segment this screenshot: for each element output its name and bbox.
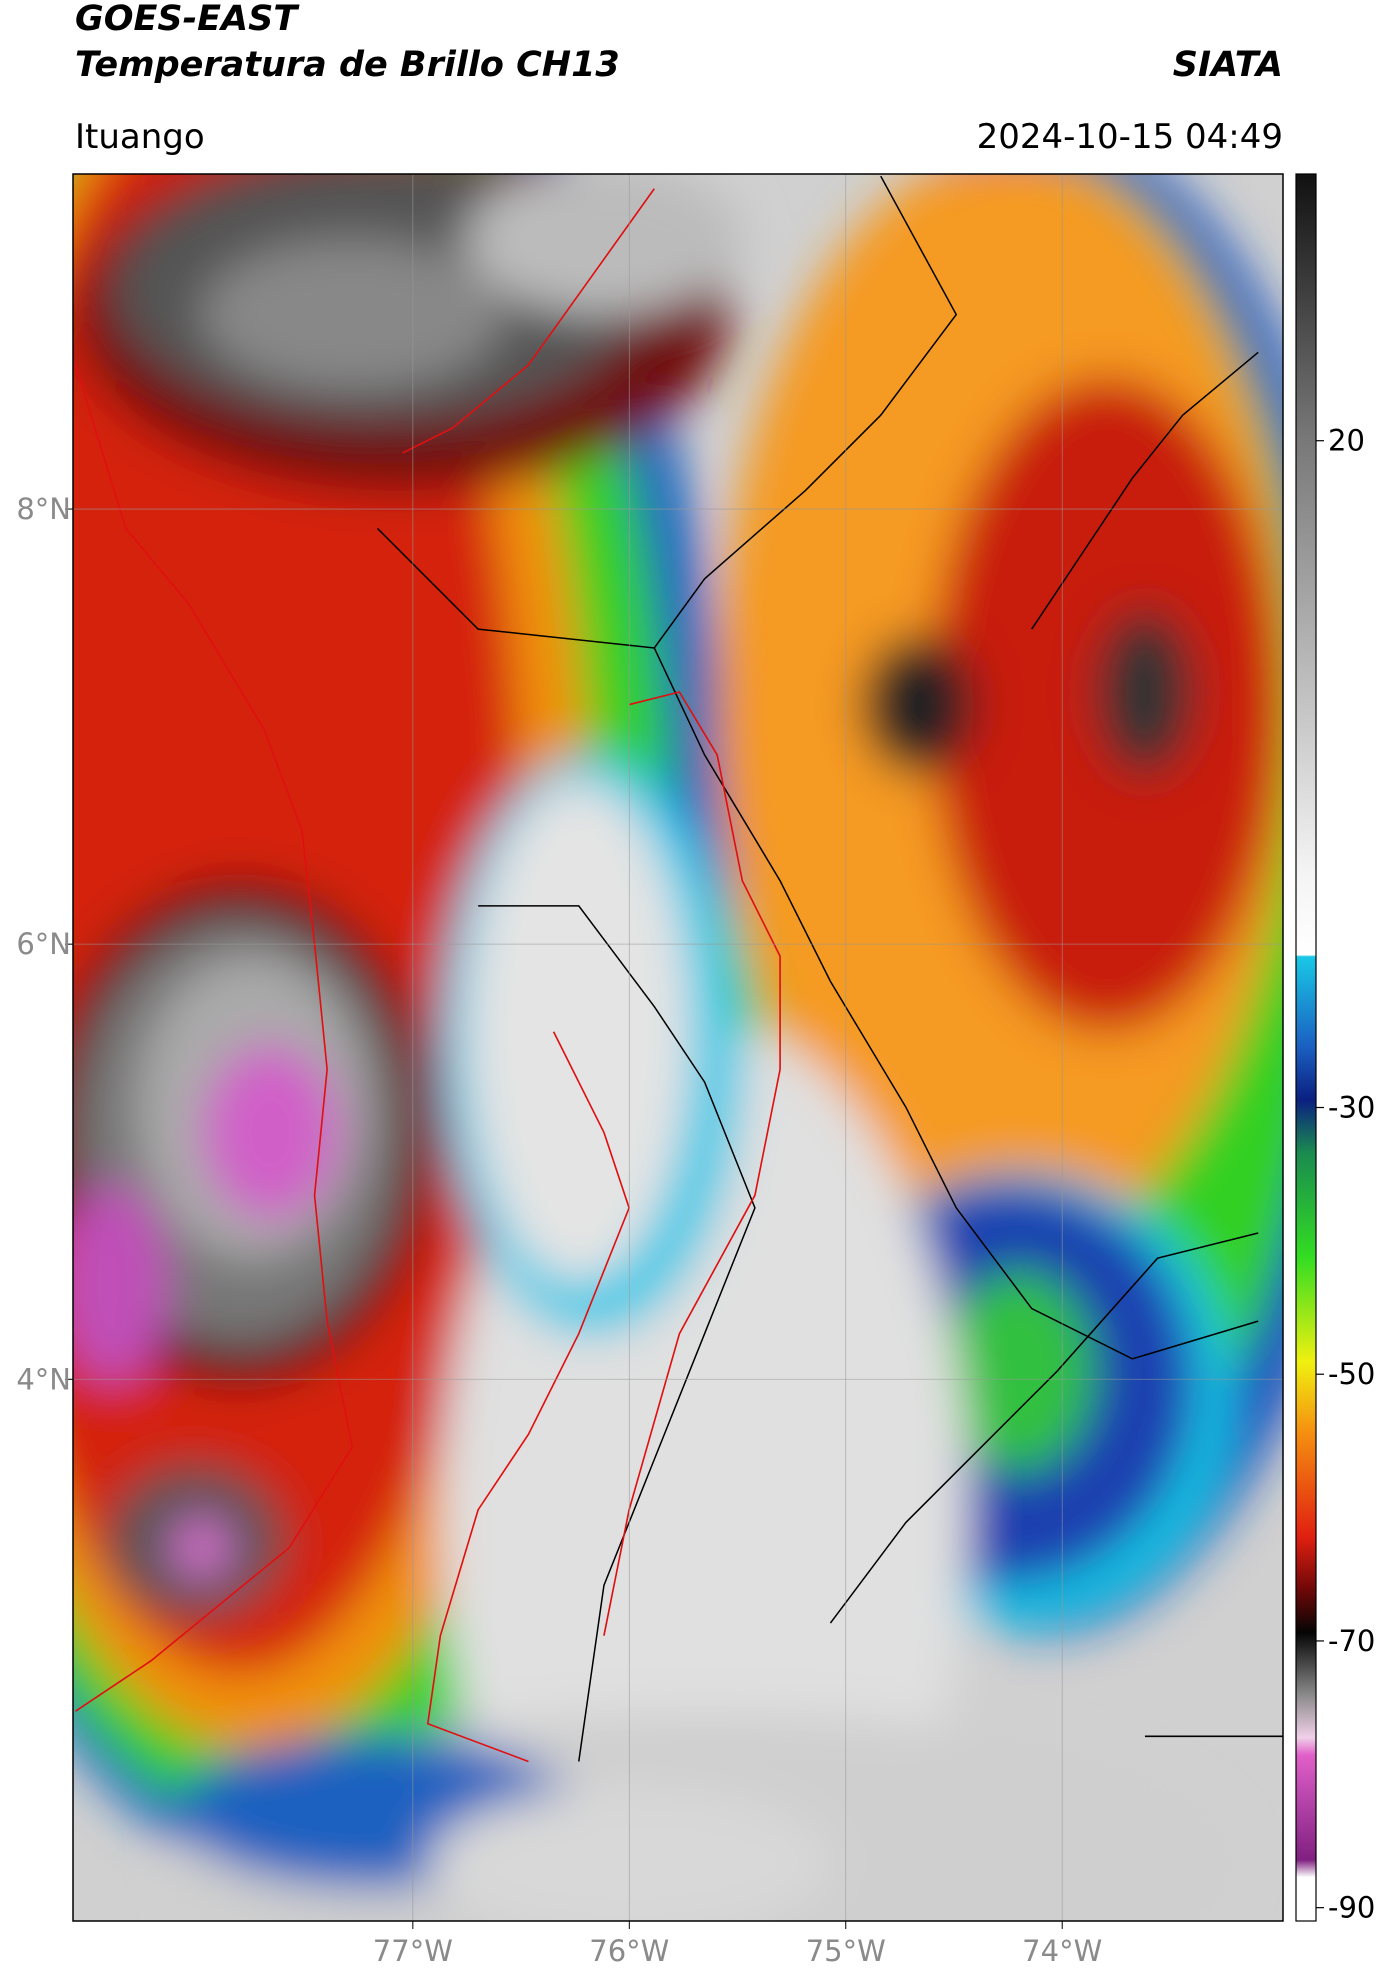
location: Ituango [75,117,205,157]
colorbar-tick-label: 20 [1328,424,1365,458]
map-frame [72,173,1284,1922]
colorbar-tick-label: -30 [1328,1091,1375,1125]
x-tick-label: 77°W [373,1934,453,1968]
y-tick-label: 8°N [16,492,71,526]
title: GOES-EAST [75,0,300,39]
datetime: 2024-10-15 04:49 [977,117,1283,157]
x-tick-label: 76°W [589,1934,669,1968]
source: SIATA [1173,45,1283,85]
y-tick-label: 6°N [16,927,71,961]
x-tick-label: 75°W [806,1934,886,1968]
y-tick-label: 4°N [16,1362,71,1396]
colorbar-tick-label: -70 [1328,1624,1375,1658]
colorbar [1295,173,1317,1922]
grid [73,174,1283,1921]
colorbar-tick-label: -50 [1328,1357,1375,1391]
subtitle: Temperatura de Brillo CH13 [75,45,620,85]
colorbar-tick-label: -90 [1328,1891,1375,1925]
x-tick-label: 74°W [1022,1934,1102,1968]
